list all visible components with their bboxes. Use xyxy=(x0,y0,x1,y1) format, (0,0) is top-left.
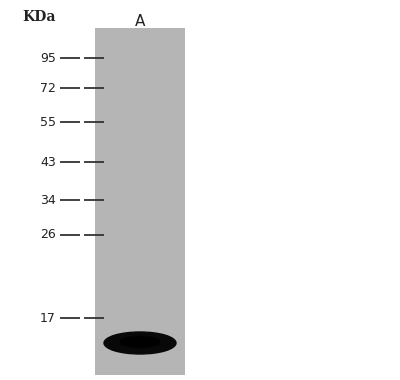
Text: 43: 43 xyxy=(40,155,56,168)
Text: KDa: KDa xyxy=(22,10,56,24)
Text: A: A xyxy=(135,14,145,29)
Ellipse shape xyxy=(108,339,172,352)
Ellipse shape xyxy=(104,332,176,354)
Text: 17: 17 xyxy=(40,312,56,325)
Ellipse shape xyxy=(120,337,160,347)
Text: 34: 34 xyxy=(40,193,56,206)
Text: 26: 26 xyxy=(40,228,56,242)
Bar xyxy=(95,28,185,375)
Text: 95: 95 xyxy=(40,52,56,65)
Text: 55: 55 xyxy=(40,116,56,128)
Text: 72: 72 xyxy=(40,81,56,95)
